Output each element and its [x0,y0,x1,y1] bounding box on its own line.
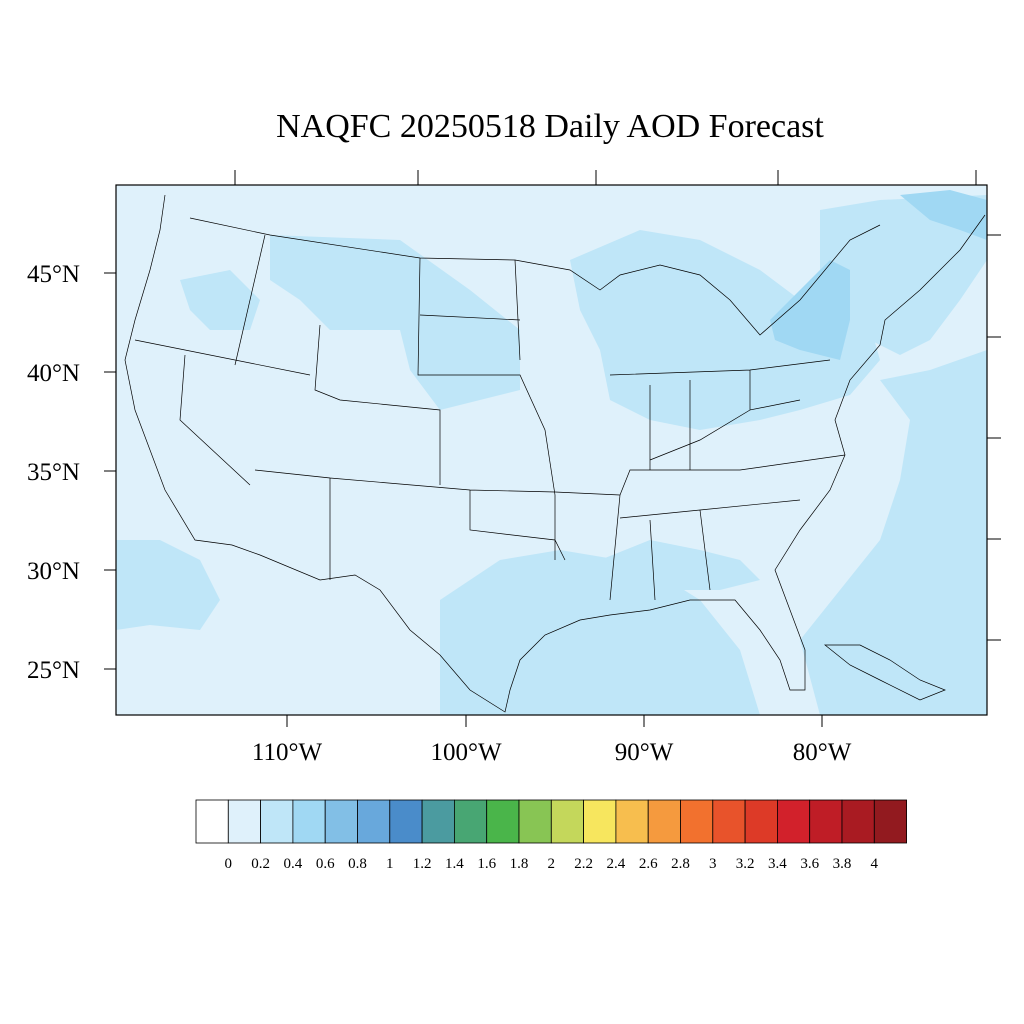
aod-region-north-plains [270,235,520,410]
colorbar-tick-label: 3 [709,856,717,872]
colorbar-tick-label: 2.4 [607,856,626,872]
colorbar-swatch [873,799,907,844]
colorbar-labels: 0 0.2 0.4 0.6 0.8 1 1.2 1.4 1.6 1.8 2 2.2 2.4 2.6 2.8 3… [225,856,879,872]
colorbar-tick-label: 0.2 [251,856,270,872]
aod-field-shading [116,190,987,715]
colorbar-tick-label: 0.8 [348,856,367,872]
colorbar-swatch [453,799,488,844]
colorbar-swatch [195,799,229,844]
colorbar-swatch [744,799,778,844]
colorbar-tick-label: 3.6 [800,856,819,872]
canada-border [189,217,881,336]
lon-label-110w: 110°W [252,739,323,766]
lat-label-30: 30°N [27,558,80,585]
colorbar-tick-label: 2.6 [639,856,658,872]
colorbar-swatch [421,799,455,844]
colorbar-tick-label: 0.6 [316,856,335,872]
colorbar-swatch [680,799,714,844]
state-and-coast-borders [124,194,986,713]
aod-high-new-york [770,260,850,360]
aod-region-southeast [600,540,760,590]
colorbar-swatch [550,799,584,844]
colorbar-tick-label: 1.2 [413,856,432,872]
colorbar-tick-label: 2.8 [671,856,690,872]
lat-label-25: 25°N [27,657,80,684]
colorbar-tick-label: 2 [548,856,556,872]
lat-label-35: 35°N [27,459,80,486]
colorbar-swatch [292,799,326,844]
colorbar-swatch [841,799,875,844]
map-title: NAQFC 20250518 Daily AOD Forecast [276,108,824,145]
colorbar-tick-label: 1.8 [510,856,529,872]
state-lines [134,234,846,601]
axis-ticks [104,170,1001,727]
colorbar-swatch [324,799,358,844]
colorbar-swatch [647,799,681,844]
colorbar-swatch [712,799,746,844]
colorbar-tick-label: 1.6 [477,856,496,872]
colorbar-tick-label: 1.4 [445,856,464,872]
map-frame [115,184,988,716]
colorbar-swatch [486,799,520,844]
lat-label-40: 40°N [27,360,80,387]
aod-region-great-lakes [570,230,880,430]
colorbar-swatch [809,799,843,844]
aod-region-gulf [440,550,760,715]
colorbar-swatch [389,799,423,844]
colorbar-tick-label: 0 [225,856,233,872]
colorbar-tick-label: 2.2 [574,856,593,872]
colorbar-swatch [615,799,649,844]
aod-region-atlantic [800,350,987,715]
colorbar-swatch [518,799,552,844]
colorbar-tick-label: 1 [386,856,394,872]
colorbar-swatch [260,799,294,844]
lon-label-90w: 90°W [615,739,674,766]
aod-high-maine [900,190,987,240]
colorbar-tick-label: 3.4 [768,856,787,872]
colorbar [195,799,907,844]
colorbar-swatch [777,799,811,844]
colorbar-tick-label: 0.4 [284,856,303,872]
colorbar-tick-label: 3.2 [736,856,755,872]
aod-region-northwest-plume [180,270,260,330]
aod-region-southwest-coast [116,540,220,630]
colorbar-tick-label: 3.8 [833,856,852,872]
colorbar-tick-label: 4 [871,856,879,872]
lon-label-80w: 80°W [793,739,852,766]
lat-label-45: 45°N [27,261,80,288]
colorbar-swatch [357,799,391,844]
colorbar-swatch [227,799,262,844]
colorbar-swatch [583,799,617,844]
cuba-outline [824,644,946,701]
lon-label-100w: 100°W [430,739,501,766]
aod-region-northeast [820,195,987,355]
